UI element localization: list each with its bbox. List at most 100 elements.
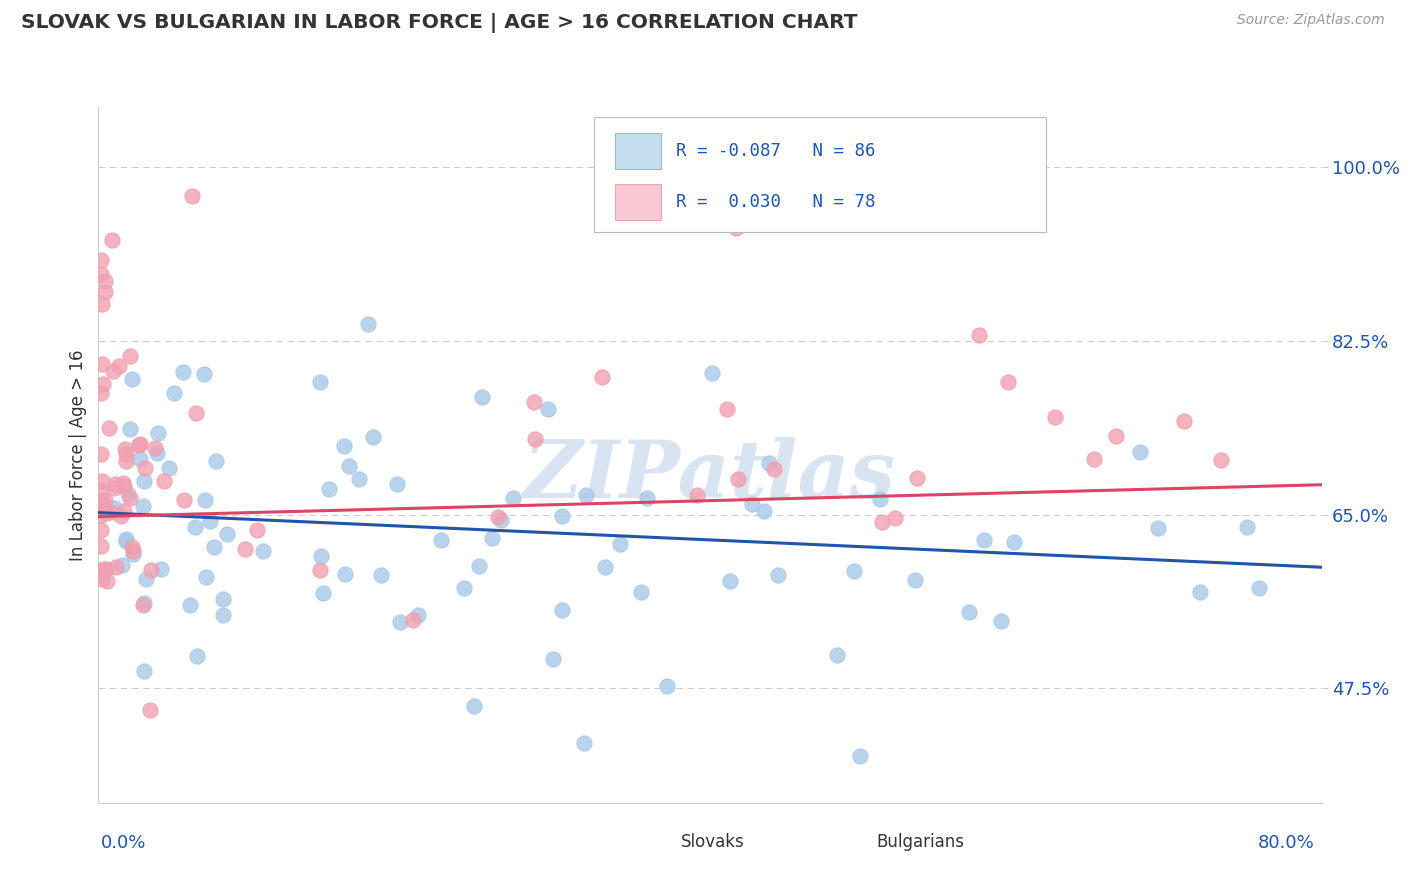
Point (1083, 451, 1105, 466)
Point (402, 613, 425, 627)
Text: Bulgarians: Bulgarians (876, 833, 965, 851)
Point (180, 189, 202, 203)
Text: R =  0.030   N = 78: R = 0.030 N = 78 (676, 193, 876, 211)
Point (112, 504, 135, 518)
Point (193, 367, 215, 381)
Point (104, 501, 127, 516)
Point (94, 507, 117, 521)
Point (110, 509, 132, 524)
Point (844, 565, 866, 579)
Point (93, 274, 115, 288)
Point (1236, 520, 1258, 534)
Point (724, 221, 747, 235)
Point (591, 370, 613, 384)
Point (762, 462, 785, 476)
Point (111, 558, 134, 572)
Point (817, 189, 839, 203)
Point (686, 488, 709, 502)
Point (370, 568, 392, 582)
Point (904, 574, 927, 588)
Point (90, 447, 112, 461)
Point (308, 563, 330, 577)
Point (630, 585, 652, 599)
Point (186, 648, 208, 663)
Point (347, 473, 370, 487)
Point (141, 563, 163, 577)
Point (489, 513, 512, 527)
Point (128, 438, 150, 452)
Point (90, 523, 112, 537)
Point (132, 596, 155, 610)
Point (163, 386, 186, 401)
Point (146, 425, 169, 440)
Point (132, 500, 155, 514)
Point (337, 458, 360, 473)
Point (752, 504, 775, 518)
Point (700, 366, 723, 380)
Point (120, 422, 142, 436)
Point (727, 472, 749, 486)
Point (973, 533, 995, 548)
Point (969, 328, 991, 343)
Point (486, 510, 509, 524)
FancyBboxPatch shape (820, 828, 862, 856)
Point (741, 497, 763, 511)
Point (104, 477, 127, 491)
Point (114, 447, 136, 461)
Point (90, 483, 112, 497)
Point (150, 562, 173, 576)
Point (471, 390, 494, 404)
Point (205, 454, 228, 468)
Point (90, 253, 112, 268)
Point (195, 569, 218, 583)
Point (215, 526, 238, 541)
FancyBboxPatch shape (624, 828, 666, 856)
Point (103, 481, 125, 495)
Point (766, 568, 789, 582)
Point (108, 359, 131, 373)
Text: 80.0%: 80.0% (1258, 834, 1315, 852)
FancyBboxPatch shape (614, 184, 661, 220)
Point (132, 664, 155, 678)
Point (121, 372, 143, 386)
Point (96, 574, 118, 588)
Point (172, 365, 194, 379)
Point (132, 475, 155, 489)
Point (120, 349, 142, 363)
Point (1147, 521, 1170, 535)
Point (100, 505, 122, 519)
Text: ZIPatlas: ZIPatlas (524, 437, 896, 515)
Point (550, 509, 572, 524)
Point (90, 385, 112, 400)
Point (112, 476, 135, 491)
FancyBboxPatch shape (614, 133, 661, 169)
Point (309, 375, 332, 389)
Point (453, 581, 475, 595)
Point (551, 603, 574, 617)
Text: Slovaks: Slovaks (681, 833, 745, 851)
Point (655, 680, 678, 694)
Point (193, 493, 215, 508)
Point (312, 585, 335, 599)
Point (387, 476, 409, 491)
Point (523, 394, 546, 409)
Point (91, 572, 114, 586)
Point (104, 559, 127, 574)
Point (502, 491, 524, 506)
Point (90, 267, 112, 281)
Point (121, 541, 143, 555)
Point (115, 534, 138, 549)
Point (90, 539, 112, 553)
Point (468, 558, 491, 573)
Point (157, 461, 180, 475)
Point (990, 614, 1012, 628)
Point (1043, 409, 1066, 424)
Point (252, 543, 274, 558)
Point (211, 591, 233, 606)
Point (90, 508, 112, 523)
Point (122, 548, 145, 562)
Point (718, 574, 741, 589)
Point (233, 542, 256, 557)
Point (121, 544, 143, 558)
Point (463, 699, 485, 714)
